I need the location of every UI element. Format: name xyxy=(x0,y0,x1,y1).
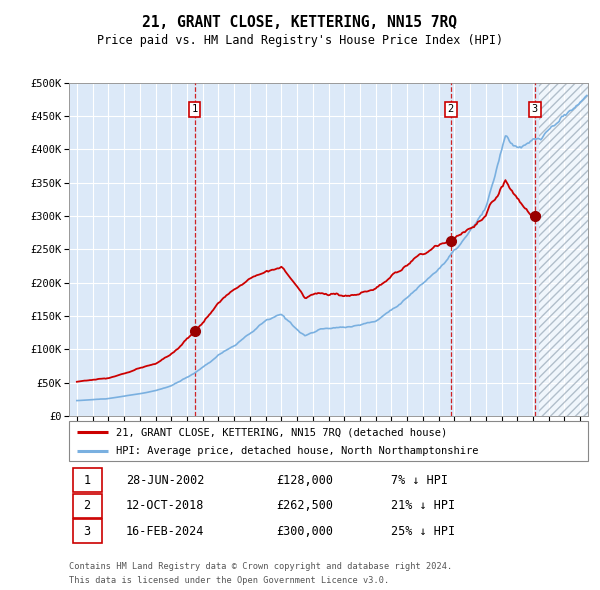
Text: Contains HM Land Registry data © Crown copyright and database right 2024.: Contains HM Land Registry data © Crown c… xyxy=(69,562,452,571)
Text: 12-OCT-2018: 12-OCT-2018 xyxy=(126,499,205,513)
Text: 25% ↓ HPI: 25% ↓ HPI xyxy=(391,525,455,538)
Text: 1: 1 xyxy=(83,474,91,487)
Text: 3: 3 xyxy=(83,525,91,538)
Text: 21, GRANT CLOSE, KETTERING, NN15 7RQ: 21, GRANT CLOSE, KETTERING, NN15 7RQ xyxy=(143,15,458,30)
Text: 21, GRANT CLOSE, KETTERING, NN15 7RQ (detached house): 21, GRANT CLOSE, KETTERING, NN15 7RQ (de… xyxy=(116,427,447,437)
FancyBboxPatch shape xyxy=(73,468,101,493)
Text: 21% ↓ HPI: 21% ↓ HPI xyxy=(391,499,455,513)
Text: 2: 2 xyxy=(448,104,454,114)
Text: 16-FEB-2024: 16-FEB-2024 xyxy=(126,525,205,538)
FancyBboxPatch shape xyxy=(73,494,101,518)
Bar xyxy=(539,69,600,416)
Text: £128,000: £128,000 xyxy=(277,474,334,487)
Text: This data is licensed under the Open Government Licence v3.0.: This data is licensed under the Open Gov… xyxy=(69,576,389,585)
Text: 2: 2 xyxy=(83,499,91,513)
Text: 1: 1 xyxy=(191,104,198,114)
Text: £262,500: £262,500 xyxy=(277,499,334,513)
Text: 3: 3 xyxy=(532,104,538,114)
Text: £300,000: £300,000 xyxy=(277,525,334,538)
Text: HPI: Average price, detached house, North Northamptonshire: HPI: Average price, detached house, Nort… xyxy=(116,445,478,455)
FancyBboxPatch shape xyxy=(69,421,588,461)
Text: 28-JUN-2002: 28-JUN-2002 xyxy=(126,474,205,487)
Text: Price paid vs. HM Land Registry's House Price Index (HPI): Price paid vs. HM Land Registry's House … xyxy=(97,34,503,47)
FancyBboxPatch shape xyxy=(73,519,101,543)
Text: 7% ↓ HPI: 7% ↓ HPI xyxy=(391,474,448,487)
